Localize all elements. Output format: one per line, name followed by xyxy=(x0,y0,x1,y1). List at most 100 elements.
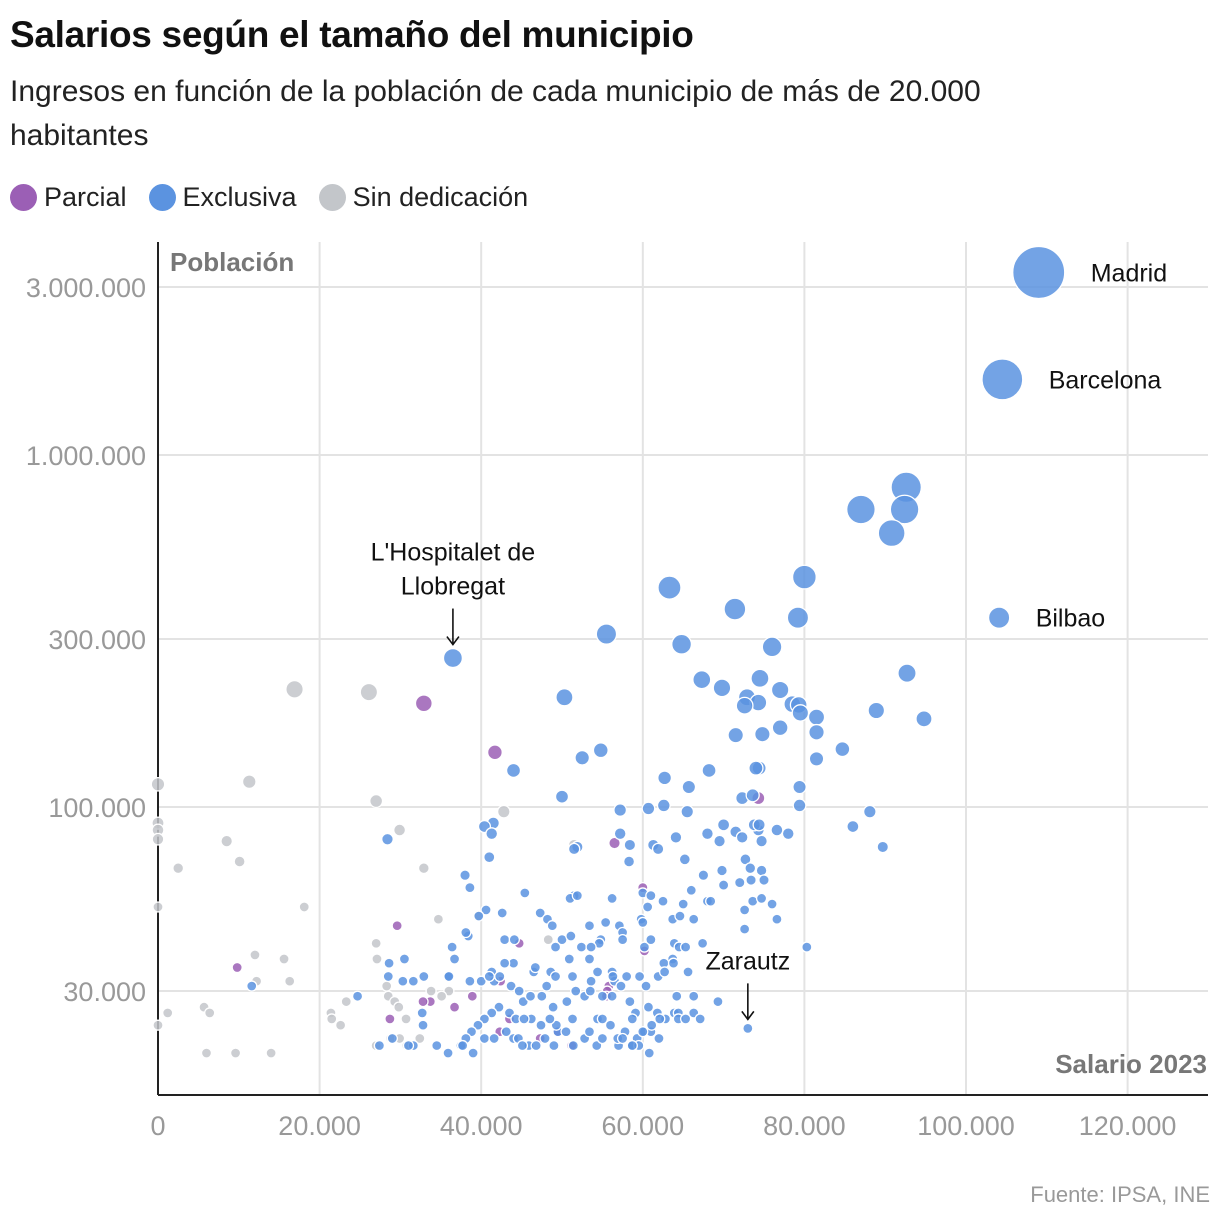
point-exclusiva xyxy=(735,696,754,715)
point-exclusiva xyxy=(540,980,553,992)
point-exclusiva xyxy=(654,1013,666,1025)
point-sin-dedicacion xyxy=(371,953,383,965)
point-exclusiva xyxy=(681,779,697,795)
point-exclusiva xyxy=(897,663,917,683)
point-sin-dedicacion xyxy=(220,834,234,848)
point-exclusiva xyxy=(583,953,596,965)
point-exclusiva xyxy=(539,1032,551,1045)
point-exclusiva xyxy=(548,1039,560,1052)
point-exclusiva xyxy=(712,678,732,698)
point-exclusiva xyxy=(867,701,886,720)
point-sin-dedicacion xyxy=(151,832,165,846)
point-exclusiva xyxy=(626,1039,638,1052)
point-exclusiva xyxy=(599,916,612,929)
point-exclusiva xyxy=(688,913,700,925)
point-exclusiva xyxy=(712,995,724,1008)
point-exclusiva xyxy=(792,798,807,813)
point-exclusiva xyxy=(513,985,525,997)
point-exclusiva xyxy=(682,966,694,978)
point-exclusiva xyxy=(770,680,790,700)
point-exclusiva xyxy=(464,881,476,894)
point-exclusiva xyxy=(694,1013,706,1025)
point-exclusiva xyxy=(534,907,546,919)
point-exclusiva xyxy=(386,1032,398,1045)
point-exclusiva xyxy=(733,876,746,889)
point-sin-dedicacion xyxy=(393,1001,405,1013)
point-exclusiva xyxy=(398,953,411,965)
point-sin-dedicacion xyxy=(241,774,257,790)
point-exclusiva xyxy=(524,990,537,1002)
point-exclusiva xyxy=(498,957,511,969)
point-exclusiva xyxy=(641,901,654,913)
point-exclusiva xyxy=(566,970,579,983)
point-exclusiva xyxy=(595,623,618,645)
point-exclusiva xyxy=(382,970,394,983)
point-barcelona xyxy=(981,358,1024,401)
point-exclusiva xyxy=(613,803,628,817)
point-sin-dedicacion xyxy=(542,933,554,946)
x-axis: 0 20.000 40.000 60.000 80.000 100.000 120.000 xyxy=(150,1111,1176,1141)
point-exclusiva xyxy=(750,668,770,688)
point-exclusiva xyxy=(467,1047,479,1059)
legend-label-parcial: Parcial xyxy=(44,182,127,212)
x-tick-label: 120.000 xyxy=(1079,1111,1177,1141)
point-exclusiva xyxy=(755,864,768,877)
point-exclusiva xyxy=(653,1032,665,1045)
point-sin-dedicacion xyxy=(334,1019,347,1031)
point-exclusiva xyxy=(846,494,876,525)
point-exclusiva xyxy=(727,726,745,744)
point-exclusiva xyxy=(505,980,517,992)
point-exclusiva xyxy=(770,823,784,837)
label-zarautz: Zarautz xyxy=(705,947,790,975)
point-exclusiva xyxy=(494,970,506,983)
point-exclusiva xyxy=(596,990,609,1002)
point-exclusiva xyxy=(633,970,646,983)
point-exclusiva xyxy=(723,597,747,621)
point-parcial xyxy=(414,694,433,713)
point-exclusiva xyxy=(641,801,656,816)
point-parcial xyxy=(231,961,243,974)
x-tick-label: 80.000 xyxy=(763,1111,846,1141)
point-exclusiva xyxy=(771,913,783,925)
point-exclusiva xyxy=(755,834,768,848)
point-exclusiva xyxy=(638,941,651,953)
point-exclusiva xyxy=(596,1032,609,1045)
point-exclusiva xyxy=(397,975,409,987)
point-exclusiva xyxy=(876,840,890,854)
point-exclusiva xyxy=(692,670,712,690)
point-exclusiva xyxy=(651,842,665,856)
point-exclusiva xyxy=(877,519,906,548)
point-exclusiva xyxy=(565,930,577,942)
point-sin-dedicacion xyxy=(435,990,448,1002)
point-sin-dedicacion xyxy=(162,1007,174,1019)
point-exclusiva xyxy=(483,970,495,983)
point-exclusiva xyxy=(669,830,683,844)
point-sin-dedicacion xyxy=(369,793,384,809)
point-exclusiva xyxy=(713,834,726,848)
point-sin-dedicacion xyxy=(152,1019,164,1031)
point-sin-dedicacion xyxy=(414,1032,426,1045)
point-exclusiva xyxy=(700,827,714,841)
chart-title: Salarios según el tamaño del municipio xyxy=(10,14,694,55)
point-exclusiva xyxy=(640,980,652,992)
x-tick-label: 20.000 xyxy=(278,1111,361,1141)
point-exclusiva xyxy=(567,1039,579,1052)
point-sin-dedicacion xyxy=(417,862,430,875)
point-exclusiva xyxy=(613,827,627,841)
point-exclusiva xyxy=(486,1007,498,1019)
point-exclusiva xyxy=(791,704,810,722)
point-exclusiva xyxy=(561,995,573,1008)
point-exclusiva xyxy=(488,1032,500,1045)
point-exclusiva xyxy=(459,869,471,882)
point-exclusiva xyxy=(464,975,476,987)
point-madrid xyxy=(1012,245,1066,300)
point-sin-dedicacion xyxy=(229,1047,242,1059)
point-parcial xyxy=(391,920,403,932)
point-exclusiva xyxy=(637,916,649,929)
point-exclusiva xyxy=(456,1039,469,1052)
point-exclusiva xyxy=(606,892,618,905)
point-exclusiva xyxy=(646,1019,658,1031)
arrowhead-l-hospitalet-de-llobregat xyxy=(446,636,460,646)
point-exclusiva xyxy=(801,941,813,953)
